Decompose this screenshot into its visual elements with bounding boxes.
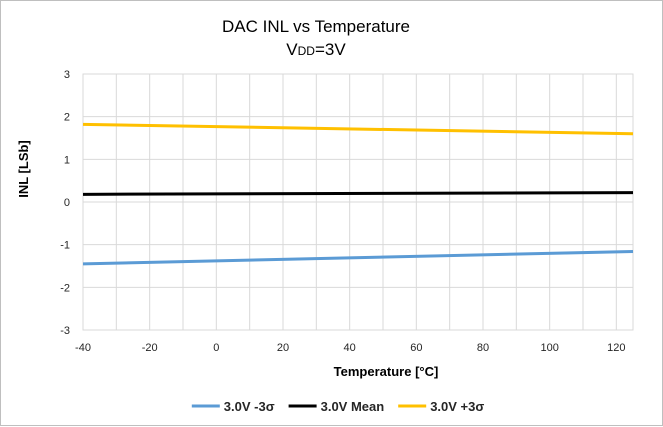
y-tick-label: -3 <box>60 325 70 337</box>
legend-label: 3.0V +3σ <box>430 399 484 414</box>
series-line-0 <box>82 249 634 266</box>
x-tick-label: -20 <box>142 342 158 354</box>
subtitle-sub: DD <box>298 44 316 58</box>
y-tick-label: -1 <box>60 240 70 252</box>
x-tick-label: 0 <box>213 342 219 354</box>
legend-label: 3.0V Mean <box>321 399 385 414</box>
x-tick-label: 60 <box>410 342 422 354</box>
legend: 3.0V -3σ 3.0V Mean 3.0V +3σ <box>191 399 484 414</box>
series-line-2 <box>82 122 634 136</box>
legend-item-2: 3.0V +3σ <box>398 399 484 414</box>
subtitle-rest: =3V <box>315 40 346 59</box>
x-tick-label: 40 <box>344 342 356 354</box>
y-axis-label: INL [LSb] <box>16 140 31 198</box>
gridlines <box>82 73 633 331</box>
legend-item-1: 3.0V Mean <box>288 399 385 414</box>
y-tick-label: 0 <box>64 197 70 209</box>
plot-area-border <box>82 73 634 331</box>
y-tick-label: 1 <box>64 154 70 166</box>
x-tick-label: 80 <box>477 342 489 354</box>
legend-label: 3.0V -3σ <box>224 399 275 414</box>
x-tick-label: -40 <box>75 342 91 354</box>
subtitle-main: V <box>286 40 298 59</box>
x-tick-label: 120 <box>607 342 625 354</box>
x-tick-label: 20 <box>277 342 289 354</box>
chart-title: DAC INL vs Temperature <box>222 17 410 36</box>
y-tick-label: 2 <box>64 112 70 124</box>
legend-item-0: 3.0V -3σ <box>191 399 275 414</box>
series-line-1 <box>82 191 634 196</box>
x-axis-label: Temperature [°C] <box>334 364 439 379</box>
tick-labels: 3 2 1 0 -1 -2 -3 -40 -20 0 20 40 60 80 100 120 <box>60 69 625 354</box>
chart-subtitle: VDD=3V <box>286 40 346 59</box>
y-tick-label: -2 <box>60 282 70 294</box>
x-tick-label: 100 <box>540 342 558 354</box>
series-lines <box>82 122 634 266</box>
y-tick-label: 3 <box>64 69 70 81</box>
